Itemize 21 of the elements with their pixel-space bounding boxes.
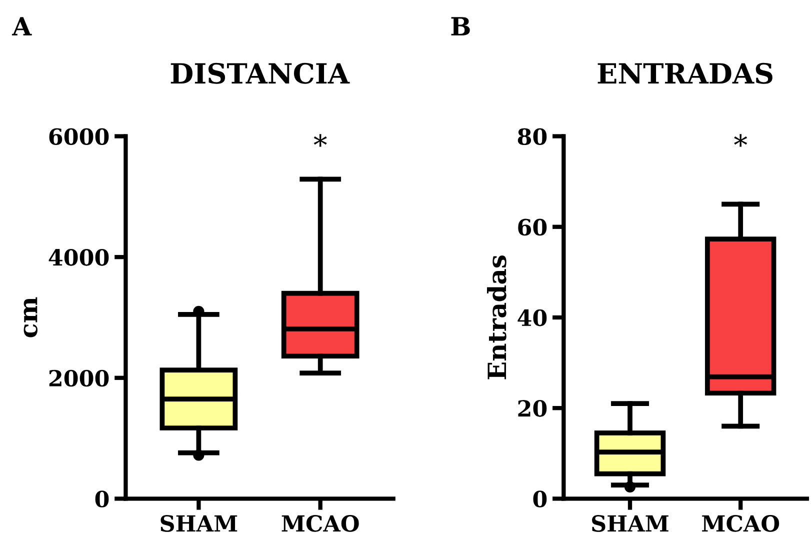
text: A	[12, 17, 32, 36]
annotation: *	[734, 134, 748, 147]
x-tick-label: SHAM	[160, 515, 238, 532]
x-tick-label: MCAO	[282, 515, 359, 532]
chart-title: ENTRADAS	[598, 62, 772, 84]
text: B	[451, 17, 470, 36]
y-tick-label: 20	[518, 400, 547, 417]
y-tick-label: 80	[518, 128, 547, 146]
chart-title: DISTANCIA	[170, 62, 350, 84]
annotation: *	[314, 134, 327, 147]
x-tick-label: SHAM	[592, 515, 668, 532]
y-axis-title: Entradas	[487, 256, 506, 380]
y-axis-title: cm	[24, 297, 38, 338]
x-tick-label: MCAO	[702, 515, 780, 532]
y-tick-label: 60	[518, 218, 547, 236]
y-tick-label: 6000	[49, 128, 109, 146]
y-tick-label: 40	[518, 309, 547, 326]
y-tick-label: 0	[95, 490, 109, 508]
y-tick-label: 2000	[49, 370, 109, 387]
y-tick-label: 4000	[48, 249, 109, 266]
y-tick-label: 0	[533, 490, 547, 508]
